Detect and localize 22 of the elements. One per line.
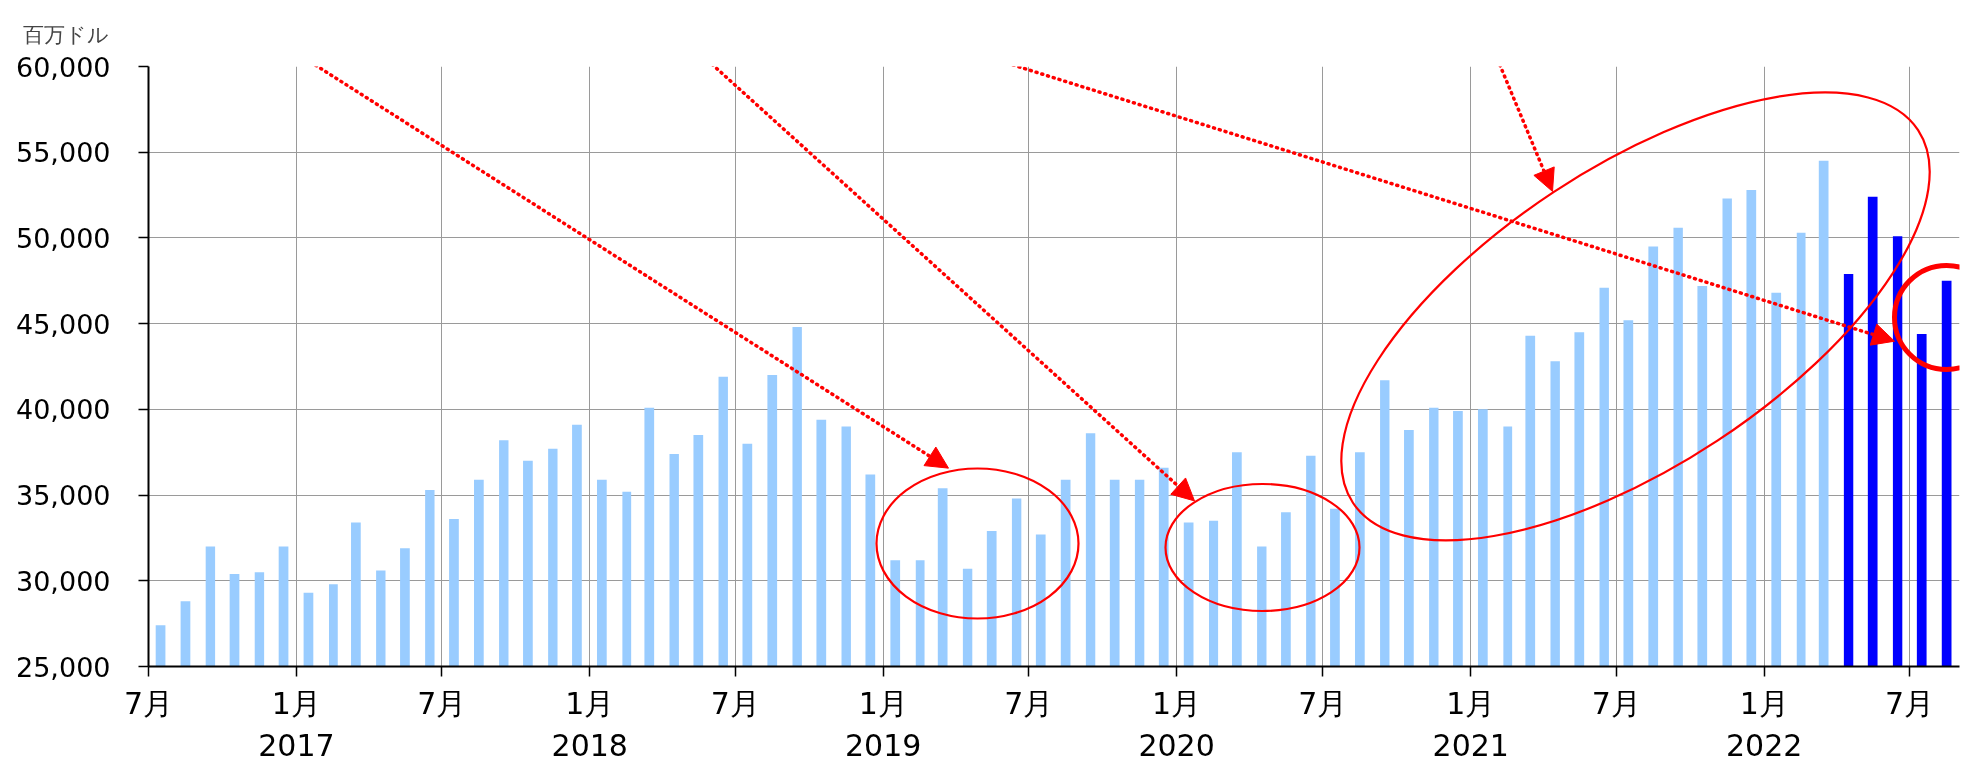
y-tick-label: 50,000 — [16, 222, 111, 254]
y-tick-label: 60,000 — [16, 51, 111, 83]
x-tick-label: 7月 — [1591, 685, 1641, 721]
y-tick-label: 45,000 — [16, 308, 111, 340]
y-tick-label: 35,000 — [16, 480, 111, 512]
x-tick-label: 1月 2022 — [1726, 685, 1803, 763]
x-tick-label: 1月 2020 — [1138, 685, 1215, 763]
x-tick-label: 7月 — [1004, 685, 1054, 721]
x-tick-label: 1月 2019 — [845, 685, 922, 763]
x-tick-label: 1月 2021 — [1432, 685, 1509, 763]
x-tick-label: 7月 — [1298, 685, 1348, 721]
y-axis-title: 百万ドル — [22, 22, 109, 47]
y-tick-label: 40,000 — [16, 394, 111, 426]
x-tick-label: 1月 2018 — [551, 685, 628, 763]
y-tick-label: 25,000 — [16, 651, 111, 683]
y-tick-label: 30,000 — [16, 565, 111, 597]
x-tick-label: 7月 — [123, 685, 174, 721]
x-tick-label: 7月 — [710, 685, 760, 721]
x-tick-label: 1月 2017 — [258, 685, 335, 763]
x-tick-label: 7月 — [417, 685, 467, 721]
y-tick-label: 55,000 — [16, 137, 111, 169]
x-tick-label: 7月 — [1885, 685, 1935, 721]
